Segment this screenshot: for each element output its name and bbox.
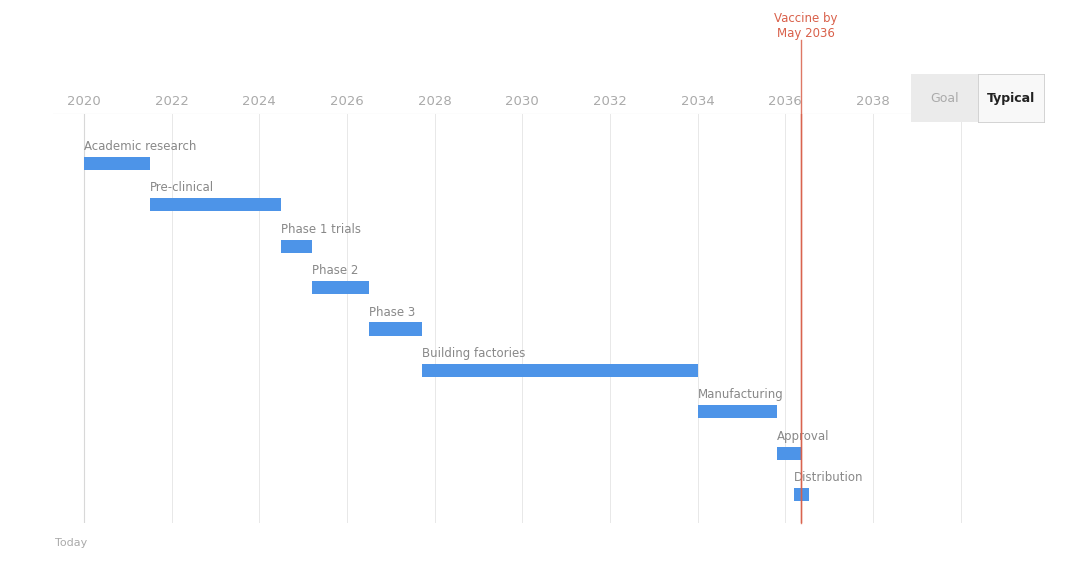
Text: Academic research: Academic research [84, 140, 196, 153]
Bar [84, 157, 149, 170]
Bar [281, 240, 312, 253]
Text: Phase 3: Phase 3 [369, 306, 415, 319]
Bar [421, 364, 697, 377]
Text: Distribution: Distribution [794, 471, 863, 484]
Text: Today: Today [55, 538, 87, 548]
Bar [312, 281, 369, 294]
Bar [369, 323, 421, 336]
Text: Phase 2: Phase 2 [312, 264, 358, 277]
Bar [794, 488, 809, 501]
Text: Building factories: Building factories [421, 347, 524, 360]
Bar [777, 447, 802, 460]
Text: Vaccine by
May 2036: Vaccine by May 2036 [774, 12, 838, 40]
Text: Pre-clinical: Pre-clinical [149, 182, 214, 195]
Bar [697, 405, 777, 418]
Text: Typical: Typical [986, 92, 1035, 105]
Text: Phase 1 trials: Phase 1 trials [281, 223, 361, 236]
Text: Manufacturing: Manufacturing [697, 389, 784, 401]
Text: Approval: Approval [777, 430, 829, 443]
Text: Goal: Goal [931, 92, 958, 105]
Bar [149, 198, 281, 212]
